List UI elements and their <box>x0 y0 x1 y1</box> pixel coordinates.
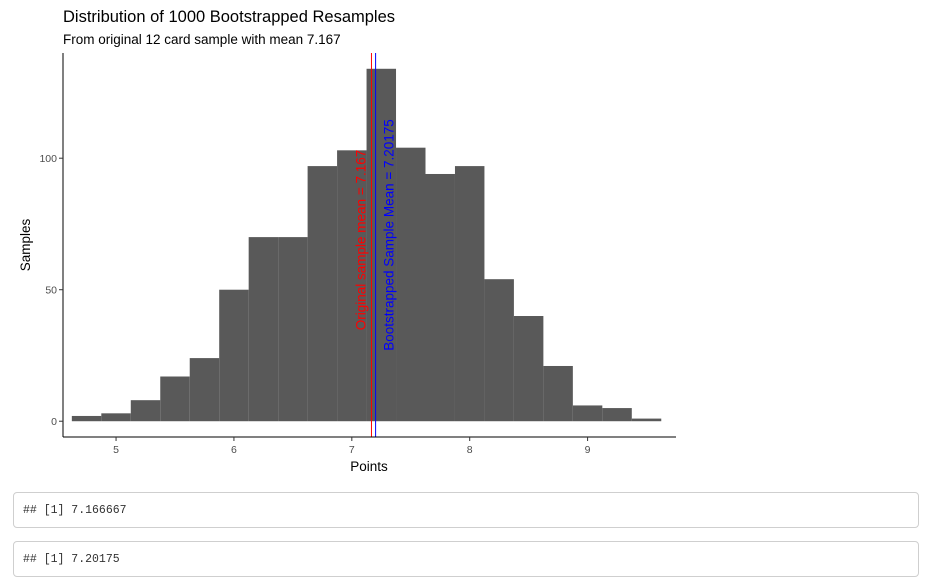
y-ticks-group: 0 50 100 <box>39 153 63 428</box>
y-axis-label: Samples <box>18 218 33 271</box>
output-block-1: ## [1] 7.166667 <box>13 492 919 528</box>
bars-group <box>71 68 662 422</box>
mean-line-label-1: Bootstrapped Sample Mean = 7.20175 <box>382 119 397 351</box>
histogram-bar-7 <box>278 237 308 422</box>
histogram-bar-13 <box>454 166 485 422</box>
x-axis-label: Points <box>350 459 388 474</box>
y-tick-label-1: 50 <box>45 285 57 297</box>
histogram-bar-14 <box>484 279 514 422</box>
histogram-bar-15 <box>513 316 544 422</box>
histogram-bar-3 <box>160 376 190 422</box>
output-text-2: ## [1] 7.20175 <box>23 553 120 566</box>
y-tick-label-2: 100 <box>39 153 57 165</box>
output-text-1: ## [1] 7.166667 <box>23 504 127 517</box>
output-block-2: ## [1] 7.20175 <box>13 541 919 577</box>
histogram-bar-11 <box>396 147 426 422</box>
chart-title: Distribution of 1000 Bootstrapped Resamp… <box>63 8 395 26</box>
histogram-bar-5 <box>219 289 249 422</box>
histogram-bar-9 <box>337 150 367 422</box>
x-tick-label-2: 7 <box>349 444 355 456</box>
histogram-bar-16 <box>543 365 573 422</box>
histogram-bar-4 <box>189 358 220 422</box>
histogram-bar-8 <box>307 166 338 422</box>
x-ticks-group: 5 6 7 8 9 <box>113 437 591 456</box>
histogram-bar-19 <box>631 418 662 422</box>
y-tick-label-0: 0 <box>51 416 57 428</box>
histogram-chart: Distribution of 1000 Bootstrapped Resamp… <box>18 8 676 474</box>
histogram-bar-0 <box>71 415 102 422</box>
x-tick-label-0: 5 <box>113 444 119 456</box>
vlines-group: Original sample mean = 7.167 Bootstrapped… <box>353 53 397 437</box>
mean-line-label-0: Original sample mean = 7.167 <box>353 150 368 330</box>
histogram-bar-1 <box>101 413 131 422</box>
histogram-bar-12 <box>425 173 455 422</box>
histogram-bar-17 <box>572 405 603 422</box>
x-tick-label-3: 8 <box>467 444 473 456</box>
histogram-bar-2 <box>130 400 161 422</box>
histogram-bar-6 <box>248 237 279 422</box>
chart-subtitle: From original 12 card sample with mean 7… <box>63 32 341 47</box>
x-tick-label-1: 6 <box>231 444 237 456</box>
chart-svg: Distribution of 1000 Bootstrapped Resamp… <box>18 8 676 474</box>
histogram-bar-18 <box>602 408 632 422</box>
x-tick-label-4: 9 <box>585 444 591 456</box>
